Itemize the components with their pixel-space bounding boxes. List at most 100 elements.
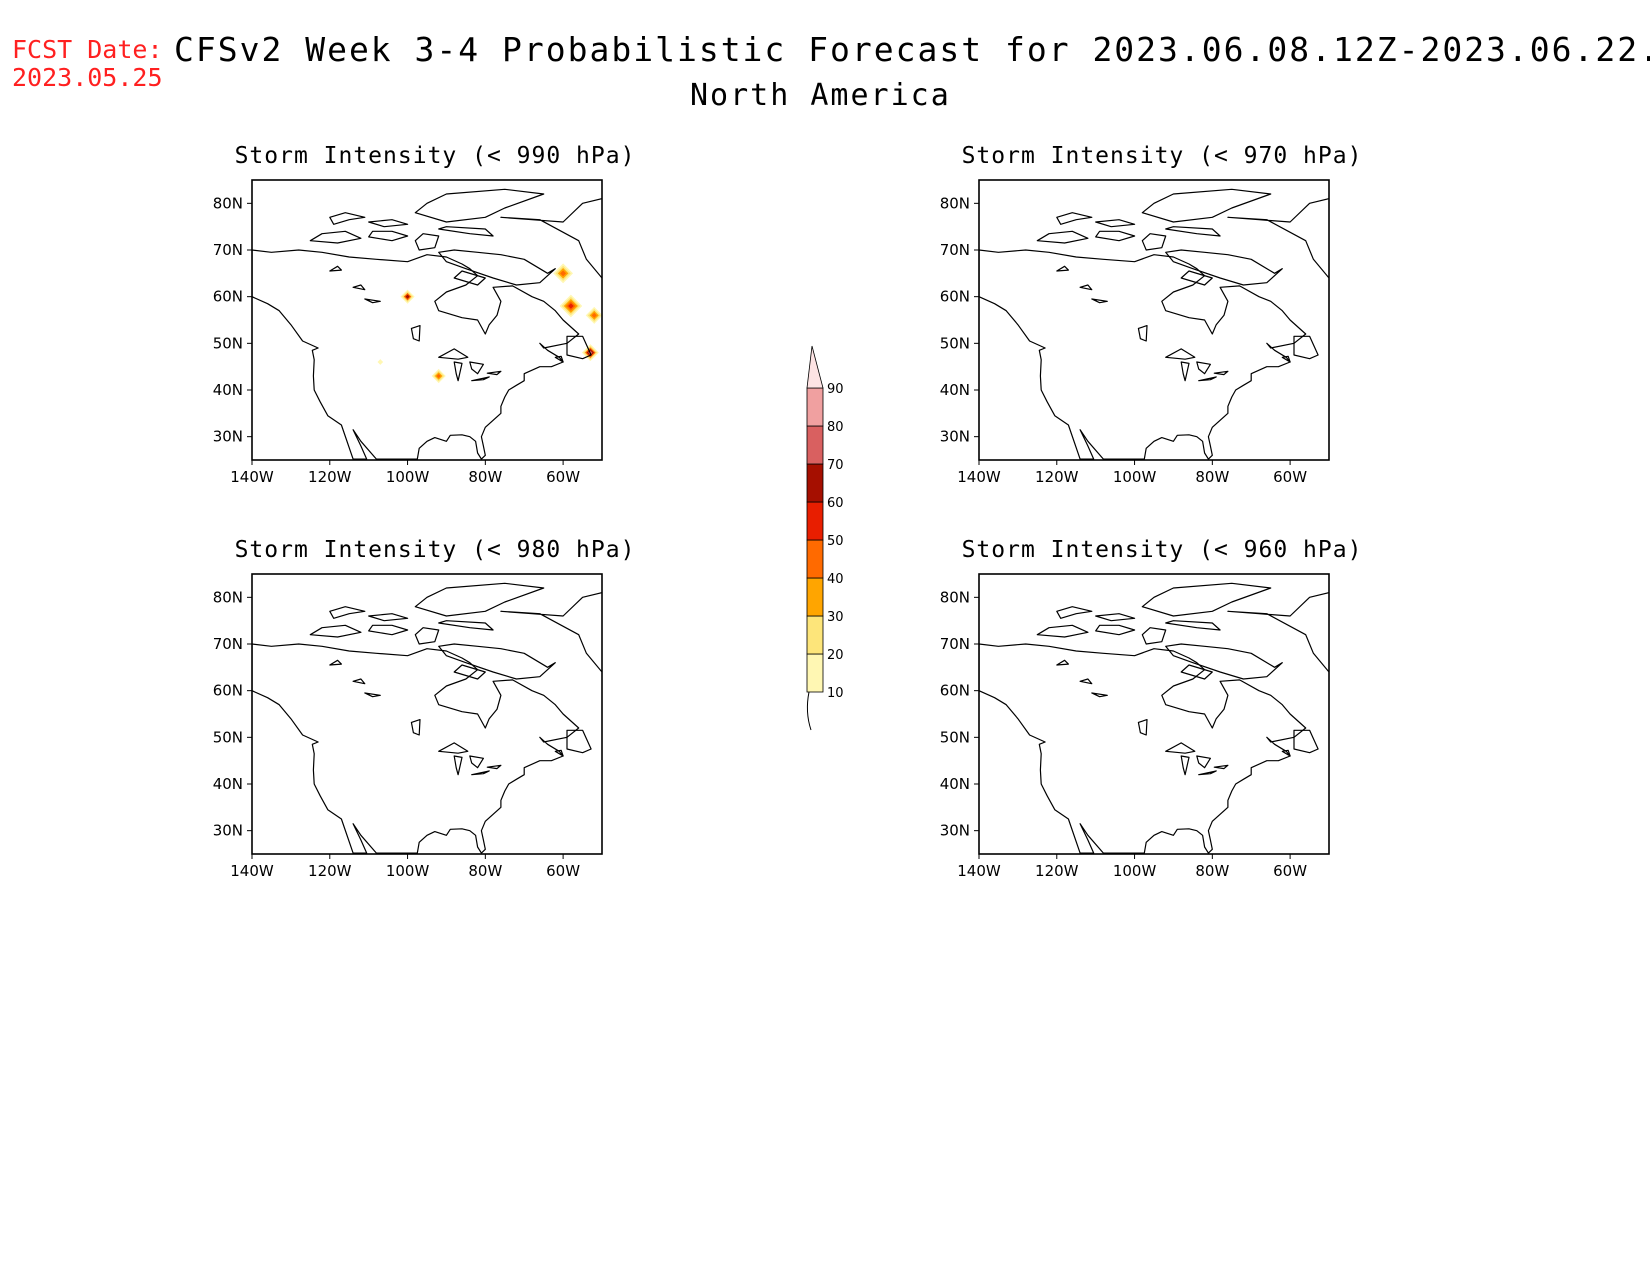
map-frame — [251, 573, 603, 855]
lon-tick-label: 140W — [957, 862, 1001, 880]
island-outline — [1227, 198, 1329, 279]
island-outline — [438, 226, 494, 237]
map-content — [979, 188, 1329, 460]
panel-title: Storm Intensity (< 990 hPa) — [234, 143, 636, 169]
island-outline — [414, 627, 440, 645]
lat-tick-label: 50N — [940, 728, 970, 746]
panel-title: Storm Intensity (< 970 hPa) — [961, 143, 1363, 169]
region-subtitle: North America — [690, 78, 951, 113]
colorbar-segment — [806, 577, 824, 617]
colorbar-segment — [806, 463, 824, 503]
island-outline — [309, 624, 362, 638]
map-panel-980: Storm Intensity (< 980 hPa) 80N 70N 60N 50N… — [185, 537, 685, 917]
coastline — [979, 643, 1307, 854]
fcst-date-value: 2023.05.25 — [12, 63, 163, 92]
lat-tick-label: 80N — [940, 194, 970, 212]
island-outline — [500, 198, 602, 279]
island-outline — [438, 249, 556, 286]
lake-outline — [1079, 678, 1093, 685]
lake-outline — [1091, 692, 1108, 698]
fcst-date-block: FCST Date: 2023.05.25 — [12, 36, 163, 92]
lat-tick-label: 70N — [940, 241, 970, 259]
lake-outline — [469, 755, 484, 769]
island-outline — [1165, 643, 1283, 680]
island-outline — [329, 606, 366, 619]
lake-outline — [1165, 742, 1196, 754]
island-outline — [1165, 226, 1221, 237]
lake-outline — [1213, 764, 1229, 770]
coastline — [252, 249, 580, 460]
island-outline — [414, 188, 545, 223]
lake-outline — [1213, 370, 1229, 376]
island-outline — [1165, 249, 1283, 286]
map-frame — [251, 179, 603, 461]
island-outline — [566, 729, 592, 754]
island-outline — [1281, 749, 1291, 757]
island-outline — [554, 749, 564, 757]
colorbar-level-label: 10 — [827, 686, 844, 701]
lat-tick-label: 30N — [213, 428, 243, 446]
lat-tick-label: 80N — [940, 588, 970, 606]
colorbar-level-label: 60 — [827, 496, 844, 511]
lake-outline — [1180, 755, 1190, 776]
lat-tick-label: 60N — [213, 682, 243, 700]
colorbar-segment — [806, 425, 824, 465]
lake-outline — [1198, 770, 1217, 776]
map-content — [979, 582, 1329, 854]
island-outline — [1141, 233, 1167, 251]
island-outline — [1180, 270, 1213, 286]
probability-cell — [591, 312, 597, 318]
lake-outline — [1137, 325, 1148, 342]
island-outline — [1056, 212, 1093, 225]
lon-tick-label: 100W — [1113, 468, 1157, 486]
island-outline — [1095, 613, 1136, 622]
lat-tick-label: 30N — [940, 822, 970, 840]
lake-outline — [1079, 284, 1093, 291]
lake-outline — [1165, 348, 1196, 360]
lat-tick-label: 40N — [940, 775, 970, 793]
lake-outline — [471, 376, 490, 382]
lake-outline — [364, 692, 381, 698]
island-outline — [500, 592, 602, 673]
island-outline — [1227, 592, 1329, 673]
lake-outline — [1091, 298, 1108, 304]
lat-tick-label: 30N — [940, 428, 970, 446]
island-outline — [368, 613, 409, 622]
lake-outline — [1198, 376, 1217, 382]
colorbar-segment — [806, 501, 824, 541]
map-panel-990: Storm Intensity (< 990 hPa) 80N 70N 60N 50N… — [185, 143, 685, 523]
lat-tick-label: 60N — [940, 288, 970, 306]
map-frame — [978, 573, 1330, 855]
lon-tick-label: 60W — [546, 862, 580, 880]
map-panel-960: Storm Intensity (< 960 hPa) 80N 70N 60N 50N… — [912, 537, 1412, 917]
lat-tick-label: 70N — [940, 635, 970, 653]
map-content — [252, 188, 602, 460]
panel-title: Storm Intensity (< 980 hPa) — [234, 537, 636, 563]
island-outline — [1036, 230, 1089, 244]
island-outline — [1180, 664, 1213, 680]
lake-outline — [1196, 755, 1211, 769]
island-outline — [1095, 219, 1136, 228]
lake-outline — [1056, 265, 1069, 272]
lat-tick-label: 50N — [940, 334, 970, 352]
island-outline — [1141, 582, 1272, 617]
lake-outline — [410, 325, 421, 342]
colorbar-level-label: 40 — [827, 572, 844, 587]
island-outline — [554, 355, 564, 363]
lat-tick-label: 40N — [213, 381, 243, 399]
island-outline — [1095, 624, 1136, 636]
colorbar-level-label: 90 — [827, 382, 844, 397]
lon-tick-label: 80W — [468, 862, 502, 880]
lake-outline — [438, 348, 469, 360]
lake-outline — [1180, 361, 1190, 382]
panel-title: Storm Intensity (< 960 hPa) — [961, 537, 1363, 563]
coastline — [252, 643, 580, 854]
lat-tick-label: 80N — [213, 588, 243, 606]
lake-outline — [329, 659, 342, 666]
colorbar-segment — [806, 615, 824, 655]
lat-tick-label: 30N — [213, 822, 243, 840]
lon-tick-label: 100W — [386, 468, 430, 486]
island-outline — [1141, 188, 1272, 223]
lon-tick-label: 60W — [1273, 862, 1307, 880]
lat-tick-label: 60N — [940, 682, 970, 700]
